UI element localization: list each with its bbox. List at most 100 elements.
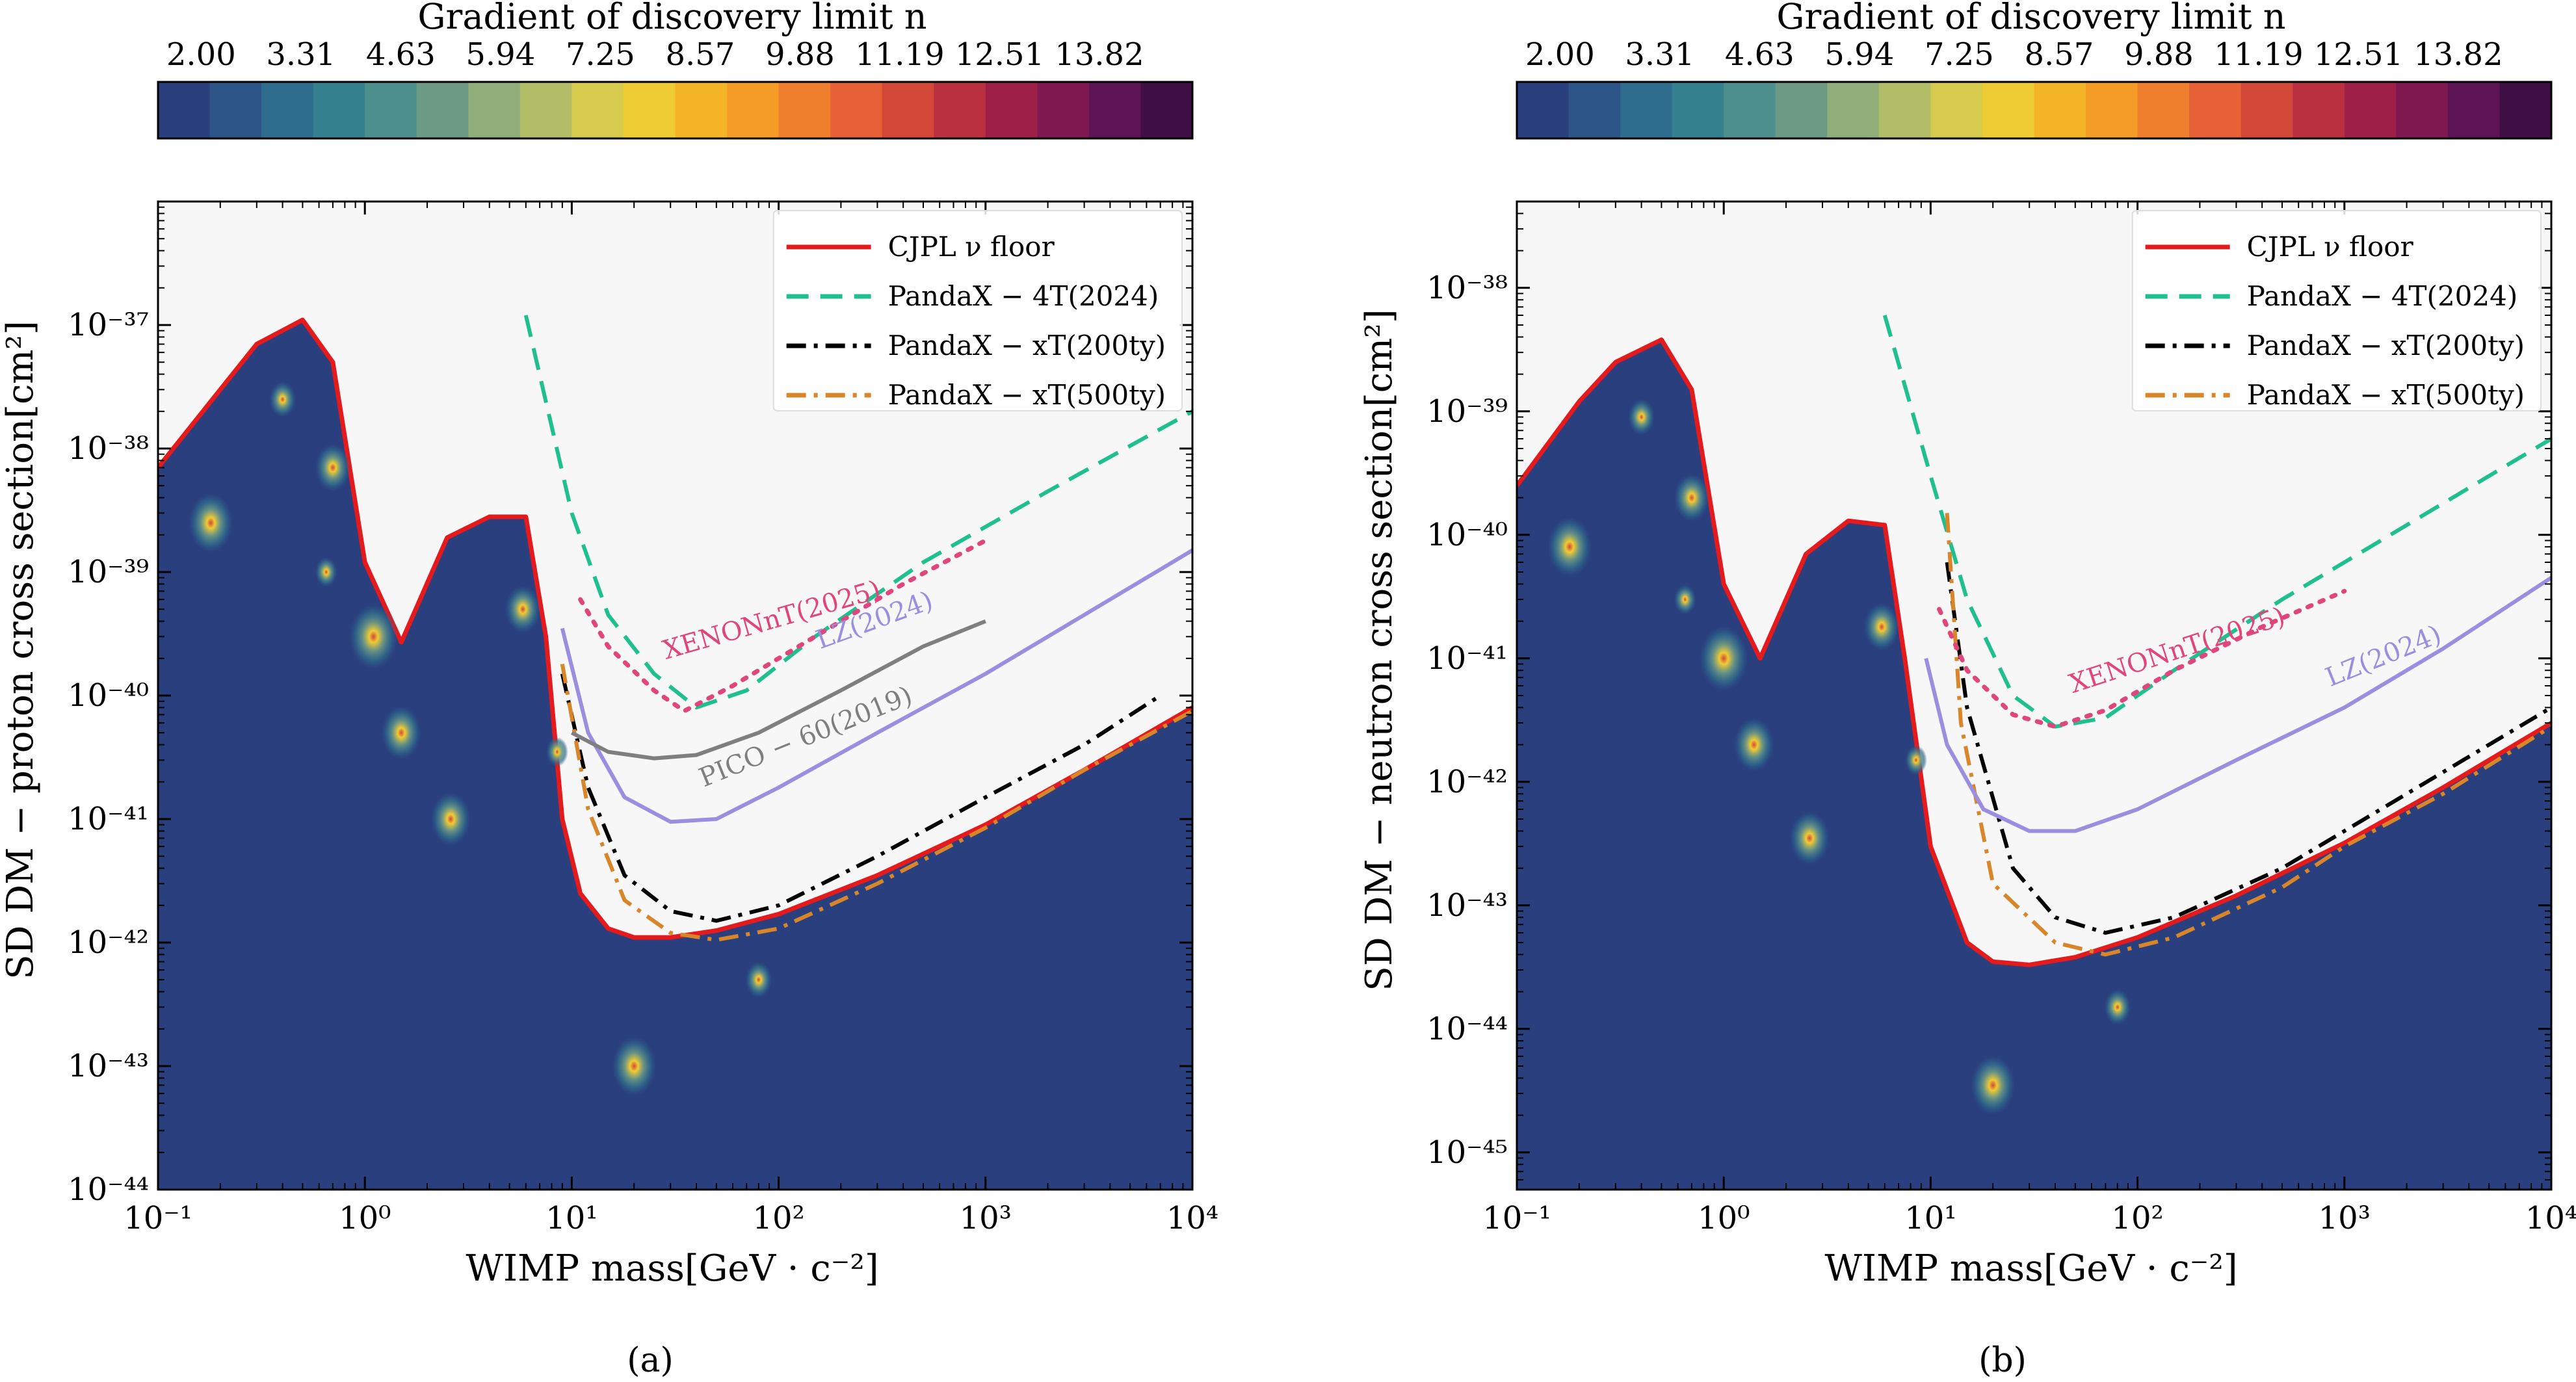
colorbar-border <box>1516 81 2553 140</box>
legend-label: PandaX − xT(500ty) <box>2247 379 2525 411</box>
series-line-pandax-4t-2024- <box>1882 315 2551 729</box>
y-tick-label: 10⁻⁴⁰ <box>68 677 149 714</box>
colorbar-swatch <box>623 82 676 138</box>
discovery-hotspot <box>1547 517 1592 577</box>
colorbar-a: Gradient of discovery limit n 2.00 3.31 4.… <box>157 0 1194 140</box>
discovery-hotspot <box>315 443 351 492</box>
colorbar-tick-label: 3.31 <box>1625 36 1694 73</box>
colorbar-b: Gradient of discovery limit n 2.00 3.31 4.… <box>1516 0 2553 140</box>
y-tick-label: 10⁻³⁸ <box>1426 270 1508 306</box>
colorbar-swatch <box>2293 82 2345 138</box>
y-tick-label: 10⁻³⁷ <box>68 307 149 343</box>
colorbar-swatch <box>468 82 521 138</box>
colorbar-swatch <box>1930 82 1983 138</box>
neutrino-floor-region <box>158 320 1192 1190</box>
colorbar-swatch <box>1982 82 2035 138</box>
y-tick-label: 10⁻⁴² <box>68 924 149 961</box>
colorbar-swatch <box>1672 82 1724 138</box>
y-tick-label: 10⁻³⁹ <box>68 554 149 590</box>
colorbar-title: Gradient of discovery limit n <box>417 0 927 37</box>
colorbar-swatch <box>727 82 780 138</box>
discovery-hotspot <box>1674 473 1710 522</box>
colorbar-swatch <box>1827 82 1880 138</box>
colorbar-swatch <box>675 82 728 138</box>
colorbar-tick-labels: 2.00 3.31 4.63 5.94 7.25 8.57 9.88 11.19 12.51 13… <box>1525 36 2503 73</box>
y-tick-label: 10⁻⁴¹ <box>68 801 149 837</box>
colorbar-tick-label: 8.57 <box>665 36 735 73</box>
colorbar-tick-label: 3.31 <box>266 36 335 73</box>
colorbar-swatch <box>830 82 883 138</box>
y-tick-label: 10⁻⁴³ <box>1426 887 1508 924</box>
discovery-hotspot <box>189 493 233 553</box>
discovery-hotspot <box>745 961 772 998</box>
x-tick-label: 10³ <box>2319 1200 2371 1236</box>
discovery-hotspot <box>430 792 471 846</box>
colorbar-swatch <box>572 82 624 138</box>
x-tick-label: 10² <box>2111 1200 2163 1236</box>
series-line-pico-60-2019- <box>571 619 986 761</box>
colorbar-tick-label: 5.94 <box>1824 36 1894 73</box>
discovery-hotspot <box>1904 745 1927 776</box>
legend-label: PandaX − xT(200ty) <box>888 330 1166 361</box>
y-axis-label: SD DM − proton cross section[cm²] <box>0 320 42 979</box>
colorbar-border <box>157 81 1194 140</box>
series-cjpl-nu-floor <box>158 317 1192 940</box>
colorbar-tick-label: 4.63 <box>366 36 436 73</box>
colorbar-tick-label: 11.19 <box>855 36 944 73</box>
x-tick-label: 10² <box>752 1200 804 1236</box>
x-tick-label: 10³ <box>960 1200 1012 1236</box>
discovery-hotspot <box>1628 398 1655 436</box>
colorbar-swatch <box>985 82 1038 138</box>
colorbar-swatch <box>934 82 986 138</box>
series-line-lz-2024- <box>560 548 1192 824</box>
colorbar-swatch <box>365 82 417 138</box>
colorbar-swatch <box>1140 82 1193 138</box>
discovery-hotspot <box>381 705 421 760</box>
colorbar-swatch <box>1878 82 1932 138</box>
panel-caption: (b) <box>1978 1341 2027 1380</box>
discovery-hotspot <box>315 557 337 587</box>
colorbar-swatch <box>313 82 365 138</box>
x-tick-label: 10⁴ <box>1166 1200 1218 1236</box>
legend-label: PandaX − 4T(2024) <box>888 280 1159 312</box>
x-tick-label: 10⁻¹ <box>124 1200 192 1236</box>
y-tick-label: 10⁻³⁸ <box>68 430 149 467</box>
colorbar-swatch <box>2034 82 2086 138</box>
legend-box <box>2131 210 2542 411</box>
y-tick-label: 10⁻⁴⁵ <box>1426 1134 1508 1171</box>
series-line-xenonnt-2025- <box>1937 588 2347 729</box>
y-tick-label: 10⁻⁴⁰ <box>1426 517 1508 553</box>
x-tick-label: 10¹ <box>1904 1200 1956 1236</box>
colorbar-tick-label: 8.57 <box>2024 36 2094 73</box>
colorbar-swatch <box>1088 82 1142 138</box>
colorbar-tick-label: 5.94 <box>466 36 535 73</box>
colorbar-swatch <box>778 82 831 138</box>
series-line-xenonnt-2025- <box>578 538 988 714</box>
colorbar-strip <box>157 81 1194 140</box>
series-line-lz-2024- <box>1924 576 2551 833</box>
discovery-hotspot <box>1734 718 1774 772</box>
colorbar-swatch <box>1517 82 1570 138</box>
y-axis-label: SD DM − neutron cross section[cm²] <box>1358 309 1400 991</box>
discovery-hotspot <box>2104 989 2131 1025</box>
colorbar-tick-label: 7.25 <box>566 36 635 73</box>
colorbar-strip <box>1516 81 2553 140</box>
colorbar-swatch <box>2189 82 2242 138</box>
x-tick-label: 10⁴ <box>2525 1200 2576 1236</box>
discovery-hotspot <box>1789 811 1830 865</box>
colorbar-swatch <box>1724 82 1776 138</box>
y-tick-label: 10⁻⁴⁴ <box>68 1171 149 1208</box>
discovery-hotspot <box>1699 625 1748 692</box>
legend-box <box>772 210 1183 411</box>
discovery-hotspot <box>505 585 541 633</box>
colorbar-tick-label: 12.51 <box>2314 36 2403 73</box>
colorbar-swatch <box>2396 82 2449 138</box>
legend-label: PandaX − xT(200ty) <box>2247 330 2525 361</box>
neutrino-floor-region <box>1517 339 2551 1190</box>
x-axis-label: WIMP mass[GeV · c⁻²] <box>1824 1247 2237 1290</box>
colorbar-swatch <box>519 82 573 138</box>
colorbar-swatch <box>209 82 262 138</box>
colorbar-swatch <box>882 82 935 138</box>
colorbar-tick-label: 2.00 <box>1525 36 1595 73</box>
colorbar-swatch <box>2086 82 2138 138</box>
